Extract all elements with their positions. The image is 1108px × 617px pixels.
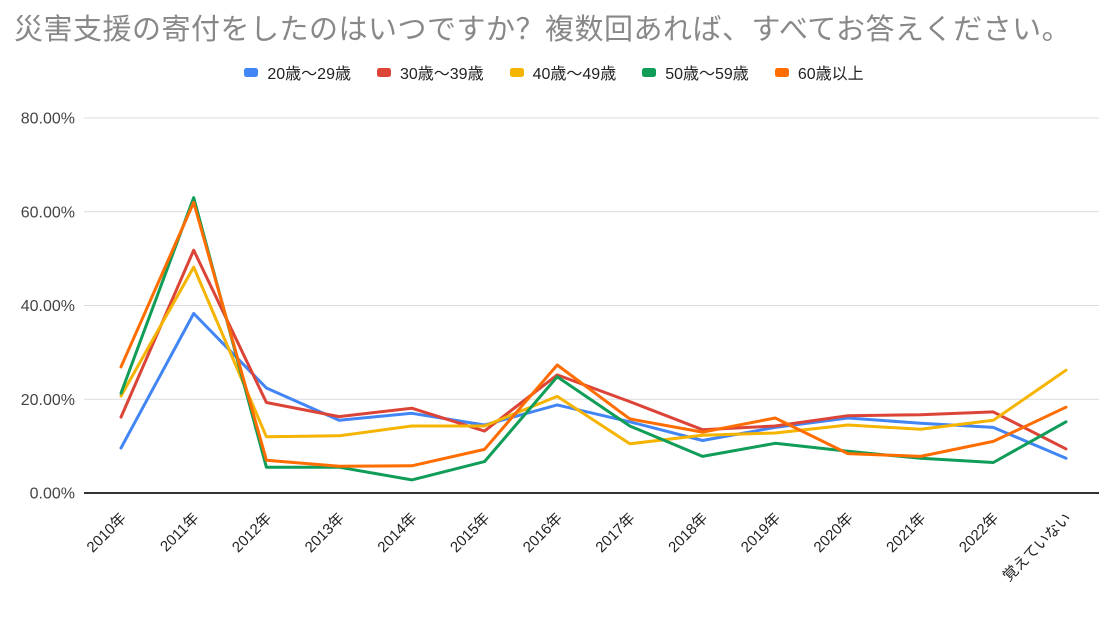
x-axis-label-9: 2019年 [738, 510, 784, 556]
x-axis-label-7: 2017年 [592, 510, 638, 556]
legend-swatch-icon [509, 67, 524, 77]
series-line-0 [119, 312, 1068, 460]
x-axis-label-2: 2012年 [229, 510, 275, 556]
x-axis-label-10: 2020年 [811, 510, 857, 556]
series-line-2 [119, 265, 1068, 446]
x-axis-label-6: 2016年 [520, 510, 566, 556]
y-axis-label-20: 20.00% [21, 392, 75, 409]
x-axis-label-12: 2022年 [956, 510, 1002, 556]
x-axis-label-8: 2018年 [665, 510, 711, 556]
y-axis-label-0: 0.00% [30, 486, 75, 503]
x-axis-label-3: 2013年 [302, 510, 348, 556]
legend-swatch-icon [642, 67, 657, 77]
legend-label: 30歳〜39歳 [399, 66, 484, 83]
legend-item-1: 30歳〜39歳 [376, 60, 484, 84]
legend-swatch-icon [774, 67, 789, 77]
legend-label: 20歳〜29歳 [267, 66, 351, 83]
legend-label: 60歳以上 [797, 66, 864, 83]
legend-swatch-icon [376, 67, 391, 77]
legend: 20歳〜29歳 30歳〜39歳 40歳〜49歳 50歳〜59歳 60歳以上 [0, 60, 1108, 84]
x-axis-label-11: 2021年 [883, 510, 929, 556]
legend-label: 40歳〜49歳 [532, 66, 617, 83]
series-line-3 [119, 196, 1068, 482]
series-line-1 [119, 248, 1068, 451]
x-axis-label-13: 覚えていない [1000, 510, 1075, 585]
line-chart-plot: 0.00% 20.00% 40.00% 60.00% 80.00% 2010年 2011年 2… [21, 111, 1099, 585]
x-axis-label-0: 2010年 [84, 510, 130, 556]
series-line-4 [119, 200, 1068, 468]
x-axis-label-4: 2014年 [374, 510, 420, 556]
legend-item-3: 50歳〜59歳 [642, 60, 749, 84]
chart-title: 災害支援の寄付をしたのはいつですか？複数回あれば、すべてお答えください。 [14, 14, 1072, 46]
x-axis-label-1: 2011年 [157, 510, 202, 555]
y-axis-label-40: 40.00% [21, 298, 75, 315]
y-axis-label-60: 60.00% [21, 204, 75, 221]
y-axis-label-80: 80.00% [21, 111, 75, 128]
legend-item-2: 40歳〜49歳 [509, 60, 617, 84]
x-axis-label-5: 2015年 [447, 510, 493, 556]
legend-item-4: 60歳以上 [774, 60, 864, 84]
legend-label: 50歳〜59歳 [665, 66, 749, 83]
legend-item-0: 20歳〜29歳 [244, 60, 351, 84]
legend-swatch-icon [244, 67, 259, 77]
